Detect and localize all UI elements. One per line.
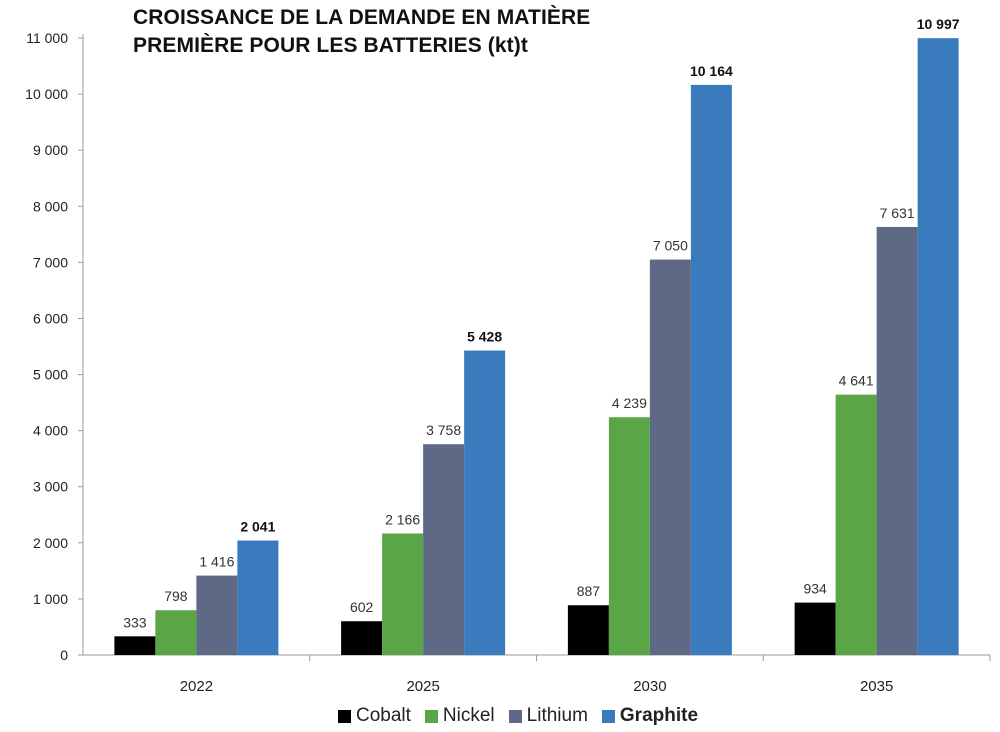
bar-lithium [649, 259, 691, 655]
y-tick-label: 11 000 [26, 30, 68, 46]
chart-title-line-2: PREMIÈRE POUR LES BATTERIES (kt)t [133, 34, 528, 57]
data-label-graphite: 10 164 [690, 63, 733, 79]
y-tick-label: 10 000 [25, 86, 68, 102]
bar-cobalt [114, 636, 156, 655]
bar-graphite [237, 540, 279, 655]
data-label-lithium: 7 631 [880, 205, 915, 221]
data-label-cobalt: 333 [123, 614, 147, 630]
x-category-label: 2022 [180, 678, 213, 695]
bar-nickel [155, 610, 197, 655]
bar-graphite [464, 350, 506, 655]
legend-item-graphite: Graphite [601, 705, 699, 727]
y-tick-label: 1 000 [33, 591, 68, 607]
legend-label: Nickel [442, 705, 495, 726]
bar-graphite [690, 84, 732, 656]
bar-lithium [876, 226, 918, 655]
y-tick-label: 4 000 [33, 423, 68, 439]
y-tick-label: 9 000 [33, 142, 68, 158]
bar-graphite [917, 38, 959, 655]
y-tick-label: 0 [60, 647, 68, 663]
x-category-label: 2025 [406, 678, 439, 695]
data-label-nickel: 2 166 [385, 512, 420, 528]
bar-cobalt [567, 605, 609, 655]
data-label-cobalt: 887 [577, 583, 601, 599]
legend-label: Lithium [526, 705, 588, 726]
bar-cobalt [794, 602, 836, 655]
y-tick-label: 5 000 [33, 367, 68, 383]
data-label-cobalt: 934 [803, 581, 827, 597]
x-category-label: 2035 [860, 678, 893, 695]
legend-swatch-nickel [424, 709, 438, 723]
data-label-lithium: 7 050 [653, 238, 688, 254]
legend-label: Cobalt [356, 705, 411, 726]
legend-item-lithium: Lithium [508, 705, 588, 727]
data-label-nickel: 798 [164, 588, 188, 604]
bar-lithium [196, 575, 238, 655]
bar-cobalt [341, 621, 383, 655]
chart-title: CROISSANCE DE LA DEMANDE EN MATIÈRE PREM… [133, 4, 590, 60]
data-label-lithium: 1 416 [199, 554, 234, 570]
data-label-graphite: 10 997 [917, 16, 960, 32]
legend-label: Graphite [619, 705, 699, 726]
legend-swatch-cobalt [338, 709, 351, 723]
legend-item-nickel: Nickel [424, 705, 495, 727]
legend-swatch-lithium [508, 709, 522, 723]
data-label-graphite: 5 428 [467, 329, 502, 345]
y-tick-label: 3 000 [33, 479, 68, 495]
bar-nickel [608, 417, 650, 655]
data-label-nickel: 4 239 [612, 395, 647, 411]
x-category-label: 2030 [633, 678, 666, 695]
bar-lithium [423, 444, 465, 655]
legend-swatch-graphite [601, 709, 615, 723]
data-label-cobalt: 602 [350, 599, 374, 615]
bar-nickel [382, 533, 424, 655]
chart-title-line-1: CROISSANCE DE LA DEMANDE EN MATIÈRE [133, 6, 591, 29]
y-tick-label: 7 000 [33, 254, 68, 270]
bar-nickel [835, 394, 877, 655]
y-tick-label: 8 000 [33, 198, 68, 214]
y-tick-label: 2 000 [33, 535, 68, 551]
legend-item-cobalt: Cobalt [338, 705, 411, 727]
data-label-lithium: 3 758 [426, 422, 461, 438]
data-label-nickel: 4 641 [839, 373, 874, 389]
data-label-graphite: 2 041 [240, 519, 275, 535]
chart-legend: Cobalt Nickel Lithium Graphite [338, 704, 712, 728]
y-tick-label: 6 000 [33, 310, 68, 326]
